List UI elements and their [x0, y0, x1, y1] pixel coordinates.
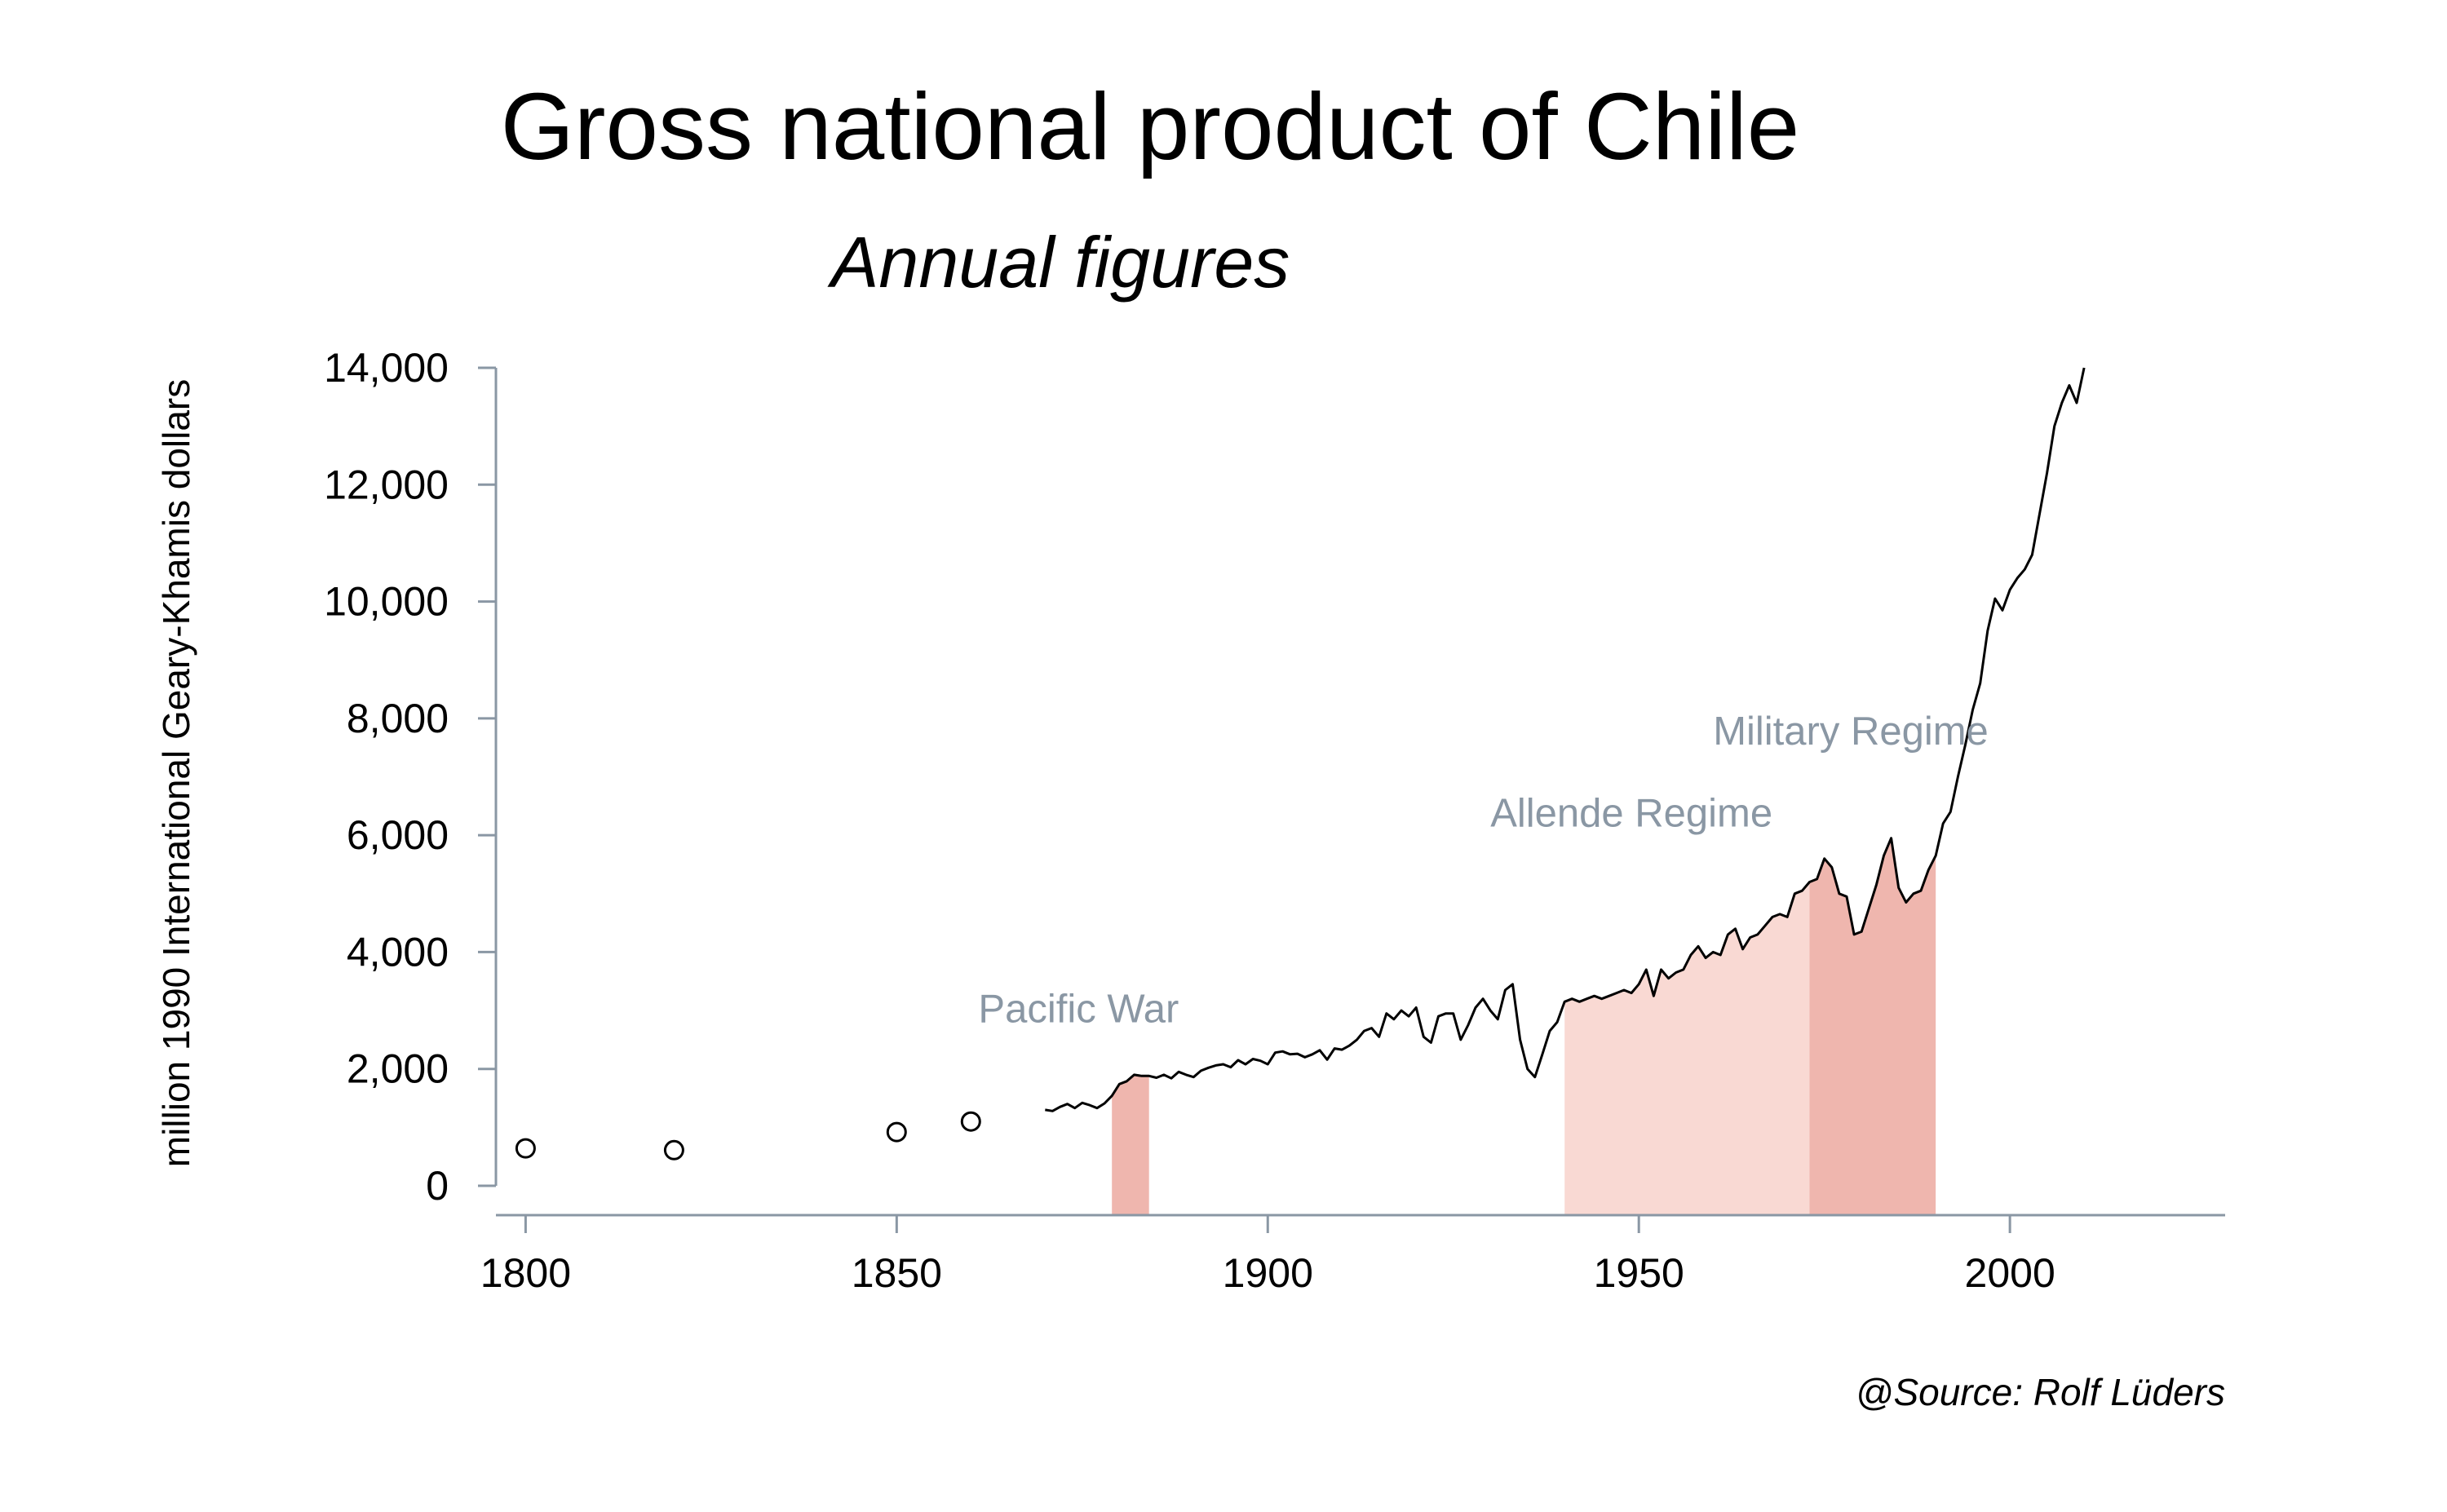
y-tick-label: 4,000	[347, 929, 449, 975]
data-point	[886, 1121, 907, 1143]
y-tick-label: 2,000	[347, 1046, 449, 1092]
data-point	[515, 1138, 536, 1159]
y-tick-label: 10,000	[324, 579, 449, 625]
pacific-war-label: Pacific War	[978, 987, 1179, 1031]
y-tick-label: 12,000	[324, 462, 449, 507]
gnp-line	[1045, 367, 2086, 1112]
chart-subtitle: Annual figures	[827, 222, 1290, 303]
x-tick-label: 1800	[480, 1250, 571, 1296]
x-tick-label: 1950	[1594, 1250, 1684, 1296]
annotations: Pacific War Allende Regime Military Regime	[978, 710, 1988, 1031]
axes	[494, 368, 2225, 1217]
y-tick-label: 6,000	[347, 812, 449, 858]
chart-title: Gross national product of Chile	[501, 73, 1800, 179]
allende-regime-label: Allende Regime	[1490, 791, 1772, 835]
data-point	[960, 1111, 981, 1132]
x-tick-label: 1900	[1223, 1250, 1313, 1296]
data-point	[663, 1139, 684, 1161]
x-tick-label: 2000	[1965, 1250, 2055, 1296]
y-tick-label: 0	[426, 1163, 449, 1209]
y-tick-label: 8,000	[347, 696, 449, 741]
x-tick-label: 1850	[852, 1250, 942, 1296]
period-shading	[1112, 838, 1936, 1215]
military-regime-label: Military Regime	[1713, 710, 1989, 754]
y-axis-label: million 1990 International Geary-Khamis …	[155, 379, 197, 1167]
military-regime-band	[1809, 838, 1936, 1215]
y-tick-label: 14,000	[324, 345, 449, 391]
gnp-series	[515, 367, 2086, 1161]
y-ticks: 0 2,000 4,000 6,000 8,000 10,000 12,000 14,000	[324, 345, 496, 1209]
allende-regime-band	[1564, 882, 1810, 1215]
source-note: @Source: Rolf Lüders	[1856, 1371, 2225, 1413]
pacific-war-band	[1112, 1074, 1149, 1215]
x-ticks: 1800 1850 1900 1950 2000	[480, 1215, 2055, 1296]
